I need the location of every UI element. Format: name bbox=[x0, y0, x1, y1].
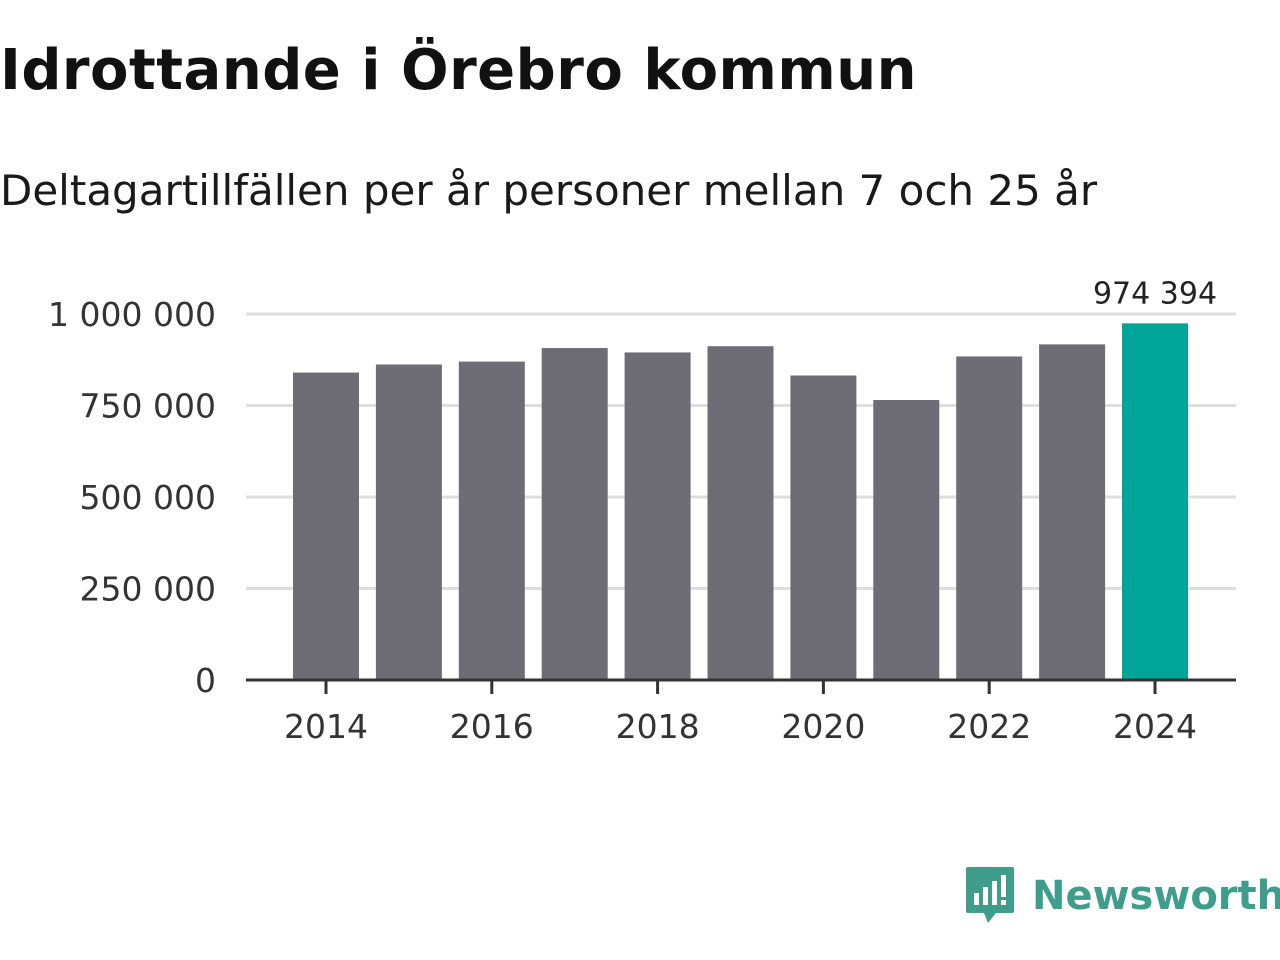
y-tick-label: 750 000 bbox=[80, 387, 216, 426]
bar-2020 bbox=[790, 375, 857, 680]
x-tick-label: 2018 bbox=[616, 707, 700, 746]
x-tick-label: 2020 bbox=[781, 707, 865, 746]
bars bbox=[293, 323, 1188, 680]
brand-logo: Newsworthy bbox=[964, 864, 1280, 928]
chart-title: Idrottande i Örebro kommun bbox=[0, 38, 917, 103]
bar-2021 bbox=[873, 400, 940, 680]
x-tick-label: 2022 bbox=[947, 707, 1031, 746]
brand-name: Newsworthy bbox=[1032, 873, 1280, 919]
y-tick-label: 250 000 bbox=[80, 570, 216, 609]
y-tick-label: 1 000 000 bbox=[48, 295, 216, 334]
x-tick-label: 2014 bbox=[284, 707, 368, 746]
x-tick-label: 2024 bbox=[1113, 707, 1197, 746]
x-tick-label: 2016 bbox=[450, 707, 534, 746]
chart-subtitle: Deltagartillfällen per år personer mella… bbox=[0, 166, 1098, 215]
bar-2018 bbox=[624, 352, 691, 680]
y-tick-label: 0 bbox=[195, 661, 216, 700]
labels: 0 250 000 500 000 750 000 1 000 000 974 394 20… bbox=[48, 276, 1217, 746]
bar-2019 bbox=[707, 346, 774, 680]
highlight-value-label: 974 394 bbox=[1093, 276, 1217, 311]
newsworthy-logo-icon bbox=[966, 867, 1014, 923]
bar-2014 bbox=[293, 372, 359, 680]
bar-2022 bbox=[956, 356, 1023, 680]
bar-2016 bbox=[458, 361, 525, 680]
y-tick-label: 500 000 bbox=[80, 478, 216, 517]
bar-2017 bbox=[541, 348, 608, 680]
bar-2015 bbox=[375, 364, 442, 680]
axes bbox=[246, 678, 1236, 694]
bar-2023 bbox=[1039, 344, 1106, 680]
bar-2024 bbox=[1122, 323, 1188, 680]
